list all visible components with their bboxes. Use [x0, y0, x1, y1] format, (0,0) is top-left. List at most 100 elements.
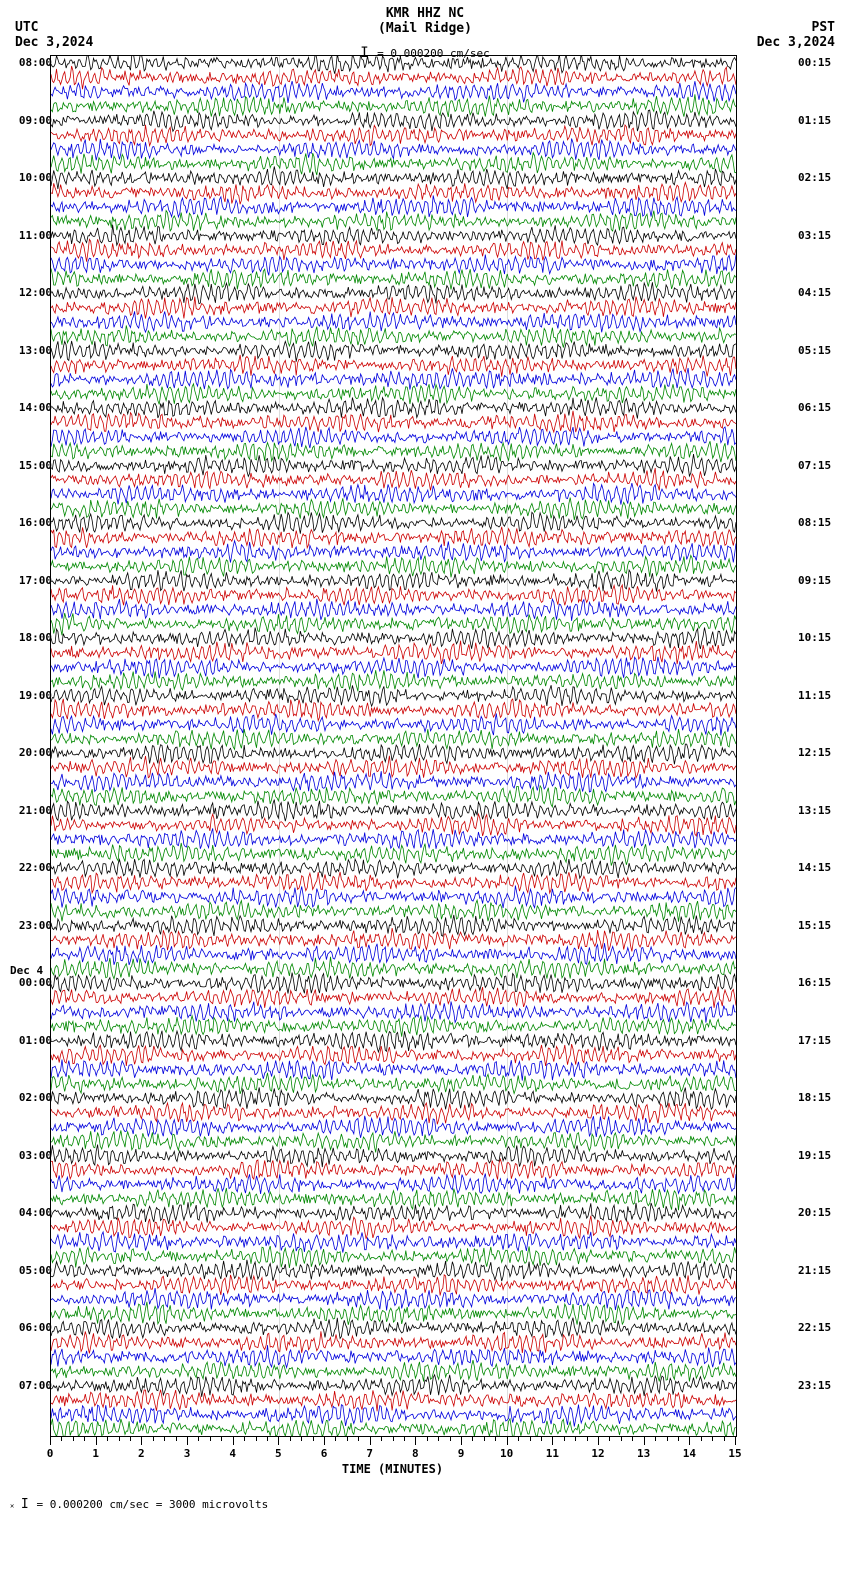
pst-time-label: 20:15	[798, 1206, 831, 1219]
seismic-trace	[51, 541, 736, 563]
utc-time-label: 00:00	[19, 976, 52, 989]
x-tick-label: 0	[47, 1447, 54, 1460]
seismic-trace	[51, 1031, 736, 1052]
seismic-trace	[51, 699, 736, 721]
utc-time-label: 17:00	[19, 574, 52, 587]
utc-label: UTC	[15, 20, 93, 35]
pst-time-label: 02:15	[798, 171, 831, 184]
seismic-traces	[51, 56, 736, 1436]
seismic-trace	[51, 685, 736, 706]
seismic-trace	[51, 828, 736, 848]
seismic-trace	[51, 872, 736, 893]
seismic-trace	[51, 1360, 736, 1381]
seismic-trace	[51, 166, 736, 189]
seismic-trace	[51, 1345, 736, 1367]
seismic-trace	[51, 800, 736, 822]
utc-time-label: 22:00	[19, 861, 52, 874]
utc-time-label: 11:00	[19, 229, 52, 242]
x-tick-label: 2	[138, 1447, 145, 1460]
seismic-trace	[51, 1044, 736, 1066]
seismic-trace	[51, 1375, 736, 1397]
pst-time-label: 05:15	[798, 344, 831, 357]
station-location: (Mail Ridge)	[378, 21, 472, 36]
header-center: KMR HHZ NC (Mail Ridge)	[378, 6, 472, 36]
seismic-trace	[51, 1260, 736, 1281]
seismic-trace	[51, 714, 736, 736]
utc-time-label: 05:00	[19, 1264, 52, 1277]
seismic-trace	[51, 570, 736, 591]
seismic-trace	[51, 1016, 736, 1037]
seismic-trace	[51, 1188, 736, 1210]
footer: ✕ I = 0.000200 cm/sec = 3000 microvolts	[10, 1497, 850, 1512]
seismic-trace	[51, 744, 736, 764]
pst-time-label: 04:15	[798, 286, 831, 299]
seismic-trace	[51, 182, 736, 204]
seismic-trace	[51, 341, 736, 362]
seismic-trace	[51, 886, 736, 908]
seismic-trace	[51, 66, 736, 89]
utc-time-label: 14:00	[19, 401, 52, 414]
seismic-trace	[51, 211, 736, 232]
seismic-trace	[51, 512, 736, 533]
seismic-trace	[51, 483, 736, 504]
seismic-trace	[51, 1159, 736, 1179]
seismic-trace	[51, 657, 736, 679]
seismic-trace	[51, 613, 736, 635]
pst-time-label: 03:15	[798, 229, 831, 242]
seismic-trace	[51, 900, 736, 922]
utc-time-label: 01:00	[19, 1034, 52, 1047]
x-tick-label: 14	[683, 1447, 696, 1460]
seismogram-container: UTC Dec 3,2024 KMR HHZ NC (Mail Ridge) P…	[0, 0, 850, 1512]
utc-date: Dec 3,2024	[15, 35, 93, 50]
seismic-trace	[51, 987, 736, 1008]
pst-time-label: 01:15	[798, 114, 831, 127]
pst-time-label: 09:15	[798, 574, 831, 587]
x-tick-label: 13	[637, 1447, 650, 1460]
utc-time-label: 15:00	[19, 459, 52, 472]
header-left: UTC Dec 3,2024	[15, 20, 93, 50]
utc-time-label: 08:00	[19, 56, 52, 69]
pst-time-label: 19:15	[798, 1149, 831, 1162]
pst-time-label: 18:15	[798, 1091, 831, 1104]
pst-label: PST	[757, 20, 835, 35]
seismic-trace	[51, 1331, 736, 1353]
seismic-trace	[51, 355, 736, 377]
pst-time-label: 12:15	[798, 746, 831, 759]
x-tick-label: 6	[321, 1447, 328, 1460]
x-tick-label: 5	[275, 1447, 282, 1460]
utc-time-label: 03:00	[19, 1149, 52, 1162]
seismic-trace	[51, 527, 736, 548]
pst-time-label: 16:15	[798, 976, 831, 989]
x-axis: TIME (MINUTES) 0123456789101112131415	[50, 1437, 735, 1477]
utc-time-label: 09:00	[19, 114, 52, 127]
seismic-trace	[51, 641, 736, 664]
pst-time-label: 23:15	[798, 1379, 831, 1392]
utc-time-label: 19:00	[19, 689, 52, 702]
seismic-trace	[51, 427, 736, 448]
seismic-trace	[51, 756, 736, 778]
seismic-trace	[51, 1302, 736, 1325]
seismic-trace	[51, 441, 736, 462]
station-code: KMR HHZ NC	[378, 6, 472, 21]
seismic-trace	[51, 1103, 736, 1124]
pst-time-label: 00:15	[798, 56, 831, 69]
footer-text: = 0.000200 cm/sec = 3000 microvolts	[37, 1498, 269, 1511]
seismic-trace	[51, 786, 736, 807]
seismic-trace	[51, 254, 736, 275]
utc-time-label: 12:00	[19, 286, 52, 299]
seismic-trace	[51, 56, 736, 74]
pst-time-label: 11:15	[798, 689, 831, 702]
utc-time-label: 07:00	[19, 1379, 52, 1392]
utc-time-label: 02:00	[19, 1091, 52, 1104]
x-tick-label: 7	[366, 1447, 373, 1460]
seismic-trace	[51, 498, 736, 520]
seismic-trace	[51, 368, 736, 390]
seismic-trace	[51, 384, 736, 405]
seismic-trace	[51, 628, 736, 649]
seismic-trace	[51, 1419, 736, 1436]
x-tick-label: 8	[412, 1447, 419, 1460]
pst-time-label: 14:15	[798, 861, 831, 874]
seismic-trace	[51, 1246, 736, 1268]
pst-time-label: 21:15	[798, 1264, 831, 1277]
x-tick-label: 3	[184, 1447, 191, 1460]
